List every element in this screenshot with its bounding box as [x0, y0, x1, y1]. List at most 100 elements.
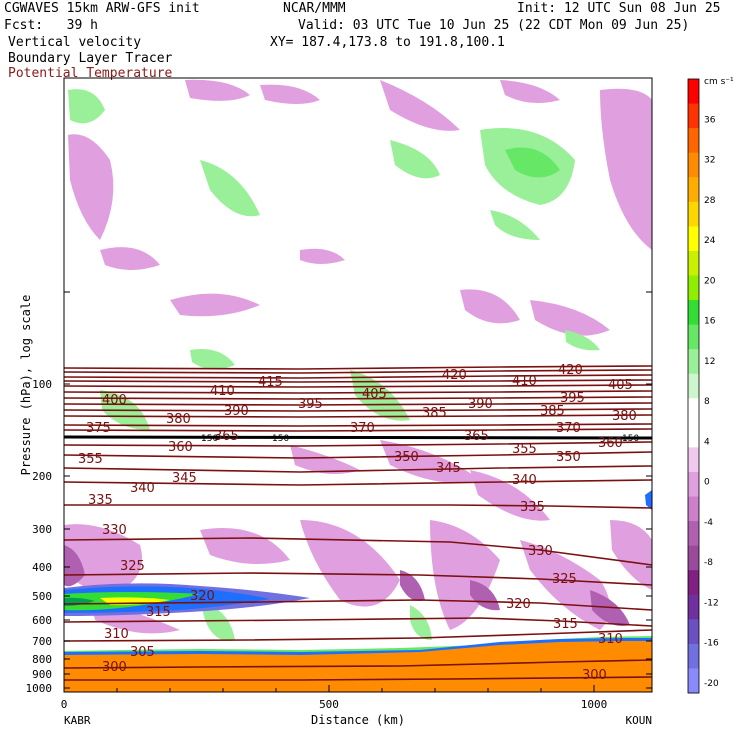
colorbar-tick-label: 16 — [704, 317, 716, 327]
colorbar-cell — [688, 643, 699, 669]
theta-label: 315 — [146, 605, 171, 620]
theta-label: 380 — [612, 409, 637, 424]
theta-label: 405 — [362, 387, 387, 402]
wv-blob — [200, 160, 260, 217]
colorbar-cell — [688, 594, 699, 620]
x-tick-label: 0 — [61, 698, 68, 711]
theta-label: 355 — [78, 452, 103, 467]
colorbar-cell — [688, 545, 699, 571]
theta-label: 325 — [552, 572, 577, 587]
plot-frame — [63, 77, 653, 693]
colorbar-tick-label: -4 — [704, 518, 713, 528]
right-endpoint-label: KOUN — [626, 714, 653, 727]
field-vertical-velocity: Vertical velocity — [8, 35, 142, 50]
wv-blob — [490, 210, 540, 240]
theta-label: 355 — [512, 442, 537, 457]
wv-blob — [565, 330, 600, 351]
theta-label: 340 — [512, 473, 537, 488]
theta-label: 380 — [166, 412, 191, 427]
wv-blob — [200, 528, 290, 564]
wv-blob — [430, 520, 500, 630]
colorbar-units: cm s⁻¹ — [704, 77, 734, 87]
theta-label: 315 — [553, 617, 578, 632]
colorbar-cell — [688, 496, 699, 522]
wv-blob — [410, 605, 432, 640]
theta-label: 310 — [104, 627, 129, 642]
colorbar-cell — [688, 447, 699, 473]
theta-label: 410 — [512, 374, 537, 389]
colorbar-cell — [688, 177, 699, 203]
colorbar-tick-label: 4 — [704, 437, 710, 447]
theta-label: 305 — [130, 645, 155, 660]
x-axis-label: Distance (km) — [311, 713, 405, 727]
theta-label: 385 — [540, 404, 565, 419]
wv-blob — [64, 545, 85, 587]
theta-label: 370 — [350, 421, 375, 436]
theta-label: 375 — [86, 421, 111, 436]
theta-label: 365 — [214, 429, 239, 444]
tropopause-label: 150 — [272, 434, 289, 444]
colorbar-cell — [688, 275, 699, 301]
colorbar-tick-label: 0 — [704, 478, 710, 488]
wv-blob — [170, 293, 260, 317]
theta-label: 325 — [120, 559, 145, 574]
colorbar-cell — [688, 103, 699, 129]
colorbar-cell — [688, 422, 699, 448]
colorbar-tick-label: -16 — [704, 639, 719, 649]
forecast-hour: Fcst: 39 h — [4, 18, 98, 33]
theta-label: 330 — [102, 523, 127, 538]
wv-blob — [300, 248, 345, 264]
colorbar-cell — [688, 398, 699, 424]
colorbar-tick-label: 28 — [704, 196, 716, 206]
theta-label: 365 — [464, 429, 489, 444]
init-time: Init: 12 UTC Sun 08 Jun 25 — [517, 1, 721, 16]
tropopause-line — [63, 435, 653, 440]
colorbar-cell — [688, 79, 699, 105]
theta-label: 320 — [506, 597, 531, 612]
wv-blob — [64, 524, 142, 595]
colorbar-tick-label: -8 — [704, 558, 713, 568]
theta-label: 420 — [442, 368, 467, 383]
theta-label: 395 — [560, 391, 585, 406]
theta-label: 345 — [436, 461, 461, 476]
tropopause-label: 150 — [622, 434, 639, 444]
theta-label: 310 — [598, 632, 623, 647]
colorbar-cell — [688, 570, 699, 596]
theta-label: 300 — [582, 668, 607, 683]
tropopause-label: 150 — [201, 434, 218, 444]
colorbar-cell — [688, 471, 699, 498]
theta-label: 420 — [558, 363, 583, 378]
theta-label: 350 — [394, 450, 419, 465]
colorbar-tick-label: -12 — [704, 598, 719, 608]
theta-label: 300 — [102, 660, 127, 675]
wv-blob — [505, 147, 560, 178]
colorbar-cell — [688, 201, 699, 227]
org-label: NCAR/MMM — [283, 1, 346, 16]
theta-label: 360 — [168, 440, 193, 455]
colorbar-cell — [688, 226, 699, 252]
wv-blob — [600, 88, 652, 250]
wv-blob — [400, 570, 425, 601]
y-tick-label: 400 — [32, 561, 52, 574]
colorbar-cell — [688, 349, 699, 375]
theta-label: 340 — [130, 481, 155, 496]
colorbar-cell — [688, 300, 699, 326]
wv-blob — [68, 89, 105, 124]
colorbar-cell — [688, 521, 699, 547]
y-tick-label: 200 — [32, 470, 52, 483]
wv-blob — [380, 80, 460, 131]
cross-section-endpoints: XY= 187.4,173.8 to 191.8,100.1 — [270, 35, 505, 50]
theta-label: 350 — [556, 450, 581, 465]
colorbar-tick-label: 24 — [704, 236, 716, 246]
wv-blob — [185, 79, 250, 101]
left-endpoint-label: KABR — [64, 714, 91, 727]
theta-label: 405 — [608, 378, 633, 393]
field-potential-temperature: Potential Temperature — [8, 66, 173, 81]
valid-time: Valid: 03 UTC Tue 10 Jun 25 (22 CDT Mon … — [298, 18, 690, 33]
theta-label: 360 — [598, 436, 623, 451]
theta-label: 345 — [172, 471, 197, 486]
theta-label: 410 — [210, 384, 235, 399]
y-tick-labels: 100 200 300 400 500 600 700 800 900 1000 — [26, 378, 53, 695]
wv-blob — [260, 84, 320, 104]
colorbar-cell — [688, 619, 699, 645]
